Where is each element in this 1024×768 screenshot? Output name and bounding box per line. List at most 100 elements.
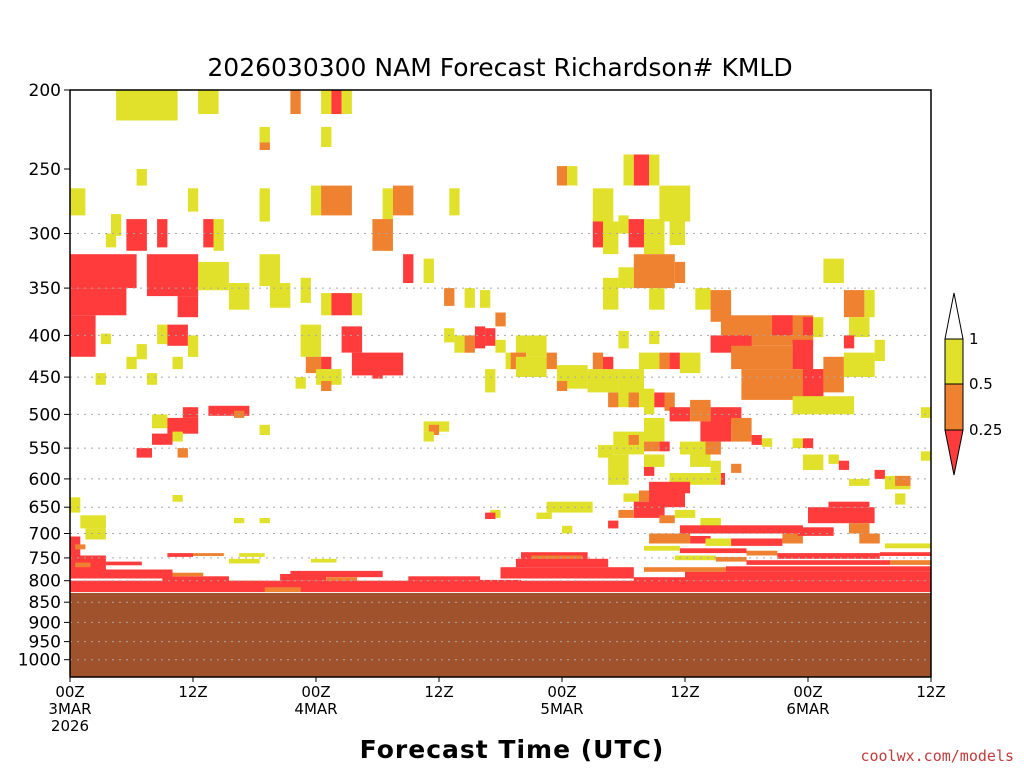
- ri-cell-yellow: [536, 512, 552, 519]
- ri-cell-yellow: [587, 369, 619, 393]
- ri-cell-red: [633, 577, 686, 588]
- ri-cell-yellow: [454, 335, 465, 353]
- ri-cell-yellow: [608, 473, 629, 485]
- y-tick-label: 250: [29, 160, 61, 180]
- ri-cell-orange: [782, 533, 803, 544]
- ri-cell-orange: [264, 587, 301, 592]
- ri-cell-yellow: [669, 473, 721, 485]
- ri-cell-yellow: [70, 188, 86, 216]
- ri-cell-yellow: [136, 169, 147, 186]
- plot-frame: [69, 89, 932, 678]
- ri-cell-orange: [659, 515, 675, 524]
- ri-cell-yellow: [623, 154, 634, 186]
- ri-cell-red: [167, 324, 188, 346]
- ri-cell-yellow: [644, 219, 665, 255]
- y-tick-label: 300: [29, 225, 61, 245]
- y-tick-label: 750: [29, 549, 61, 569]
- ri-cell-yellow: [618, 330, 629, 349]
- x-tick-label: 00Z: [547, 683, 576, 701]
- ri-cell-yellow: [823, 258, 844, 283]
- ri-cell-red: [126, 219, 147, 251]
- ri-cell-red: [726, 566, 931, 572]
- ri-cell-orange: [392, 185, 414, 216]
- ri-cell-yellow: [310, 185, 322, 216]
- ri-cell-yellow: [157, 324, 168, 345]
- x-tick-label: 5MAR: [540, 700, 583, 718]
- ri-cell-yellow: [269, 283, 291, 308]
- ri-cell-red: [679, 525, 803, 534]
- ri-cell-yellow: [198, 261, 229, 291]
- ri-cell-yellow: [234, 518, 245, 524]
- ri-cell-orange: [556, 381, 568, 391]
- ri-cell-red: [70, 315, 96, 357]
- ri-cell-yellow: [515, 335, 527, 353]
- ground-layer: [70, 592, 931, 677]
- ri-cell-red: [146, 254, 199, 297]
- ri-cell-orange: [326, 577, 358, 581]
- ri-cell-yellow: [526, 335, 547, 357]
- ri-cell-red: [331, 293, 352, 316]
- ri-cell-orange: [305, 356, 322, 374]
- ri-cell-orange: [177, 448, 188, 458]
- ri-cell-orange: [859, 533, 880, 544]
- ri-cell-red: [280, 574, 327, 581]
- ri-cell-red: [838, 460, 850, 470]
- ri-cell-red: [500, 567, 634, 579]
- legend-label: 1: [969, 330, 979, 348]
- ri-cell-orange: [705, 441, 721, 455]
- ri-cell-red: [690, 536, 711, 544]
- ri-cell-yellow: [423, 258, 434, 283]
- x-tick-label: 00Z: [793, 683, 822, 701]
- x-tick-label: 4MAR: [294, 700, 337, 718]
- ri-cell-orange: [674, 261, 686, 283]
- ri-cell-orange: [193, 553, 224, 556]
- ri-cell-yellow: [515, 356, 547, 377]
- ri-cell-yellow: [423, 431, 434, 442]
- ri-cell-yellow: [567, 166, 578, 186]
- ri-cell-red: [403, 254, 414, 283]
- ri-cell-red: [679, 548, 747, 554]
- ri-cell-orange: [592, 352, 604, 370]
- ri-cell-yellow: [316, 369, 342, 385]
- y-tick-label: 950: [29, 633, 61, 653]
- x-tick-label: 3MAR: [48, 700, 91, 718]
- ri-cell-orange: [321, 185, 352, 216]
- ri-cell-orange: [259, 142, 270, 150]
- ri-cell-red: [408, 576, 481, 581]
- ri-cell-yellow: [105, 233, 117, 248]
- ri-cell-orange: [75, 562, 91, 568]
- ri-cell-yellow: [884, 543, 931, 549]
- ri-cell-orange: [690, 399, 711, 422]
- colorbar-legend: 1 0.5 0.25: [944, 292, 1002, 476]
- ri-cell-yellow: [802, 454, 824, 470]
- ri-cell-yellow: [259, 254, 281, 287]
- ri-cell-red: [592, 221, 604, 248]
- ri-cell-orange: [172, 572, 204, 577]
- ri-cell-yellow: [136, 344, 147, 360]
- ri-cell-red: [474, 326, 486, 349]
- ri-cell-yellow: [228, 558, 260, 564]
- ri-cell-orange: [628, 435, 639, 445]
- ri-cell-yellow: [100, 333, 112, 345]
- ri-cell-orange: [531, 555, 583, 559]
- ri-cell-yellow: [638, 352, 660, 370]
- ri-cell-orange: [372, 219, 393, 251]
- ri-cell-yellow: [608, 454, 629, 473]
- ri-cell-red: [331, 90, 342, 114]
- ri-cell-yellow: [674, 509, 696, 518]
- ri-cell-orange: [633, 254, 675, 289]
- ri-cell-orange: [321, 381, 332, 391]
- ri-cell-orange: [75, 544, 86, 550]
- ri-cell-orange: [710, 290, 732, 322]
- y-tick-label: 400: [29, 326, 61, 346]
- ri-cell-yellow: [259, 518, 270, 524]
- ri-cell-red: [70, 254, 137, 289]
- ri-cell-yellow: [70, 497, 81, 513]
- ri-cell-red: [341, 326, 363, 353]
- ri-cell-red: [874, 469, 885, 479]
- ri-cell-red: [659, 441, 670, 452]
- ri-cell-yellow: [644, 388, 655, 415]
- ri-cell-yellow: [710, 460, 721, 473]
- ri-cell-red: [751, 435, 762, 445]
